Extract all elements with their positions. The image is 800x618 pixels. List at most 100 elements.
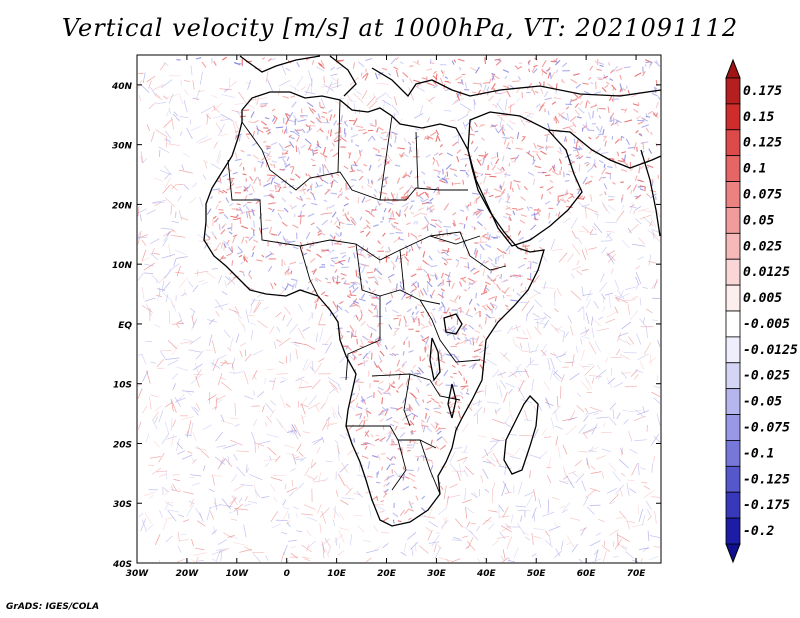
velocity-stroke — [233, 495, 236, 501]
velocity-stroke — [351, 87, 358, 91]
velocity-stroke — [297, 377, 310, 385]
velocity-stroke — [284, 483, 287, 490]
velocity-stroke — [353, 356, 356, 361]
velocity-stroke — [494, 296, 497, 302]
velocity-stroke — [290, 136, 295, 140]
velocity-stroke — [334, 100, 344, 107]
velocity-stroke — [534, 165, 542, 169]
velocity-stroke — [566, 112, 570, 121]
velocity-stroke — [467, 262, 470, 270]
velocity-stroke — [149, 238, 160, 245]
velocity-stroke — [509, 136, 515, 140]
velocity-stroke — [168, 93, 174, 104]
velocity-stroke — [437, 175, 441, 179]
velocity-stroke — [208, 504, 221, 509]
velocity-stroke — [412, 318, 416, 323]
velocity-stroke — [516, 344, 523, 352]
velocity-stroke — [201, 61, 207, 68]
velocity-stroke — [516, 97, 521, 102]
velocity-stroke — [324, 248, 329, 251]
velocity-stroke — [363, 163, 368, 167]
velocity-stroke — [215, 299, 224, 311]
velocity-stroke — [416, 268, 423, 271]
velocity-stroke — [358, 298, 366, 302]
velocity-stroke — [430, 289, 435, 297]
velocity-stroke — [439, 444, 447, 451]
velocity-stroke — [306, 242, 314, 247]
velocity-stroke — [366, 184, 373, 188]
velocity-stroke — [438, 230, 443, 233]
velocity-stroke — [648, 61, 653, 69]
velocity-stroke — [581, 225, 589, 233]
velocity-stroke — [635, 276, 640, 286]
velocity-stroke — [463, 468, 469, 478]
velocity-stroke — [339, 327, 343, 337]
velocity-stroke — [379, 510, 385, 513]
velocity-stroke — [426, 415, 431, 424]
velocity-stroke — [286, 240, 293, 243]
velocity-stroke — [410, 392, 418, 400]
velocity-stroke — [258, 227, 262, 235]
velocity-stroke — [505, 304, 509, 308]
velocity-stroke — [617, 332, 622, 342]
velocity-stroke — [346, 295, 351, 299]
velocity-stroke — [578, 363, 586, 370]
velocity-stroke — [273, 181, 280, 186]
velocity-stroke — [616, 210, 625, 222]
velocity-stroke — [239, 342, 246, 347]
velocity-stroke — [277, 231, 282, 237]
velocity-stroke — [289, 323, 299, 334]
velocity-stroke — [479, 181, 483, 186]
velocity-stroke — [304, 91, 316, 95]
velocity-stroke — [547, 146, 554, 149]
velocity-stroke — [206, 113, 209, 125]
velocity-stroke — [444, 258, 449, 264]
velocity-stroke — [441, 517, 448, 530]
velocity-stroke — [331, 211, 337, 218]
colorbar-swatch — [725, 336, 741, 364]
velocity-stroke — [595, 125, 600, 131]
velocity-stroke — [228, 497, 237, 508]
velocity-stroke — [317, 113, 321, 120]
velocity-stroke — [385, 434, 392, 442]
velocity-stroke — [638, 508, 644, 522]
velocity-stroke — [473, 270, 480, 275]
velocity-stroke — [641, 117, 648, 122]
velocity-stroke — [519, 116, 526, 127]
velocity-stroke — [228, 308, 239, 313]
velocity-stroke — [286, 430, 297, 433]
velocity-stroke — [359, 412, 363, 420]
velocity-stroke — [287, 430, 296, 432]
velocity-stroke — [456, 91, 461, 98]
velocity-stroke — [653, 546, 661, 548]
velocity-stroke — [556, 395, 559, 408]
velocity-stroke — [334, 506, 336, 519]
velocity-stroke — [202, 238, 211, 242]
velocity-stroke — [588, 149, 593, 154]
velocity-stroke — [434, 546, 441, 559]
colorbar-label: -0.175 — [743, 498, 790, 513]
velocity-stroke — [304, 183, 308, 187]
velocity-stroke — [430, 460, 434, 465]
velocity-stroke — [336, 59, 343, 62]
velocity-stroke — [257, 160, 265, 164]
velocity-stroke — [637, 353, 649, 361]
velocity-stroke — [374, 306, 378, 311]
velocity-stroke — [524, 410, 528, 421]
velocity-stroke — [391, 199, 400, 202]
velocity-stroke — [228, 509, 240, 514]
velocity-stroke — [432, 372, 434, 378]
velocity-stroke — [152, 201, 165, 204]
velocity-stroke — [504, 98, 508, 111]
velocity-stroke — [486, 91, 490, 96]
velocity-stroke — [601, 545, 611, 552]
velocity-stroke — [609, 402, 616, 411]
velocity-stroke — [366, 338, 372, 342]
velocity-stroke — [234, 122, 239, 130]
velocity-stroke — [569, 98, 573, 105]
velocity-stroke — [565, 106, 570, 110]
velocity-stroke — [362, 420, 366, 428]
velocity-stroke — [647, 530, 650, 542]
velocity-stroke — [183, 152, 190, 158]
velocity-stroke — [347, 98, 357, 103]
